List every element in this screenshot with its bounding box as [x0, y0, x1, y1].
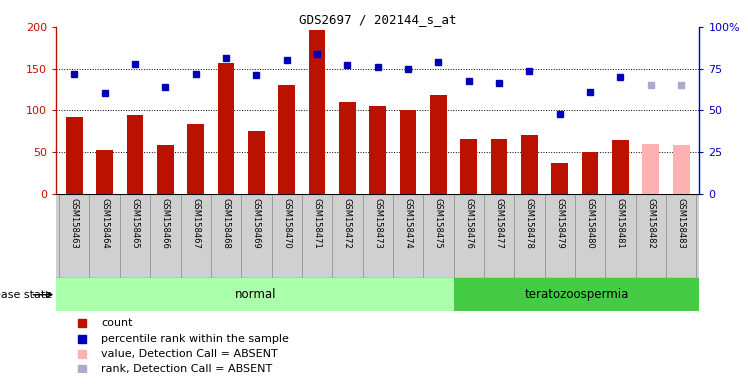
Text: GSM158467: GSM158467	[191, 198, 200, 249]
Bar	[339, 102, 356, 194]
Bar	[551, 163, 568, 194]
Text: GSM158475: GSM158475	[434, 198, 443, 249]
Bar	[454, 278, 699, 311]
Bar	[278, 84, 295, 194]
Bar	[461, 139, 477, 194]
Text: GSM158479: GSM158479	[555, 198, 564, 249]
Text: GSM158472: GSM158472	[343, 198, 352, 249]
Text: GSM158465: GSM158465	[130, 198, 139, 249]
Text: GSM158476: GSM158476	[465, 198, 473, 249]
Text: GSM158482: GSM158482	[646, 198, 655, 249]
Text: GSM158480: GSM158480	[586, 198, 595, 249]
Bar	[582, 152, 598, 194]
Text: GSM158478: GSM158478	[525, 198, 534, 249]
Bar	[491, 139, 507, 194]
Bar	[218, 63, 234, 194]
Bar	[157, 145, 174, 194]
Bar	[643, 144, 659, 194]
Text: GSM158481: GSM158481	[616, 198, 625, 249]
Text: GSM158466: GSM158466	[161, 198, 170, 249]
Bar	[521, 135, 538, 194]
Bar	[126, 114, 144, 194]
Bar	[399, 109, 417, 194]
Text: GSM158469: GSM158469	[252, 198, 261, 249]
Text: GSM158474: GSM158474	[404, 198, 413, 249]
Bar	[612, 140, 629, 194]
Text: rank, Detection Call = ABSENT: rank, Detection Call = ABSENT	[101, 364, 272, 374]
Text: GSM158477: GSM158477	[494, 198, 503, 249]
Text: GSM158471: GSM158471	[313, 198, 322, 249]
Text: GSM158464: GSM158464	[100, 198, 109, 249]
Text: GSM158463: GSM158463	[70, 198, 79, 249]
Text: GSM158468: GSM158468	[221, 198, 230, 249]
Text: count: count	[101, 318, 132, 328]
Text: GSM158470: GSM158470	[282, 198, 291, 249]
Text: teratozoospermia: teratozoospermia	[524, 288, 629, 301]
Bar	[56, 278, 454, 311]
Bar	[430, 94, 447, 194]
Bar	[673, 146, 690, 194]
Bar	[309, 30, 325, 194]
Bar	[370, 106, 386, 194]
Bar	[187, 124, 204, 194]
Bar	[96, 151, 113, 194]
Bar	[66, 117, 82, 194]
Title: GDS2697 / 202144_s_at: GDS2697 / 202144_s_at	[299, 13, 456, 26]
Bar	[248, 131, 265, 194]
Text: percentile rank within the sample: percentile rank within the sample	[101, 334, 289, 344]
Text: GSM158473: GSM158473	[373, 198, 382, 249]
Text: disease state: disease state	[0, 290, 52, 300]
Text: value, Detection Call = ABSENT: value, Detection Call = ABSENT	[101, 349, 278, 359]
Text: GSM158483: GSM158483	[677, 198, 686, 249]
Text: normal: normal	[234, 288, 276, 301]
